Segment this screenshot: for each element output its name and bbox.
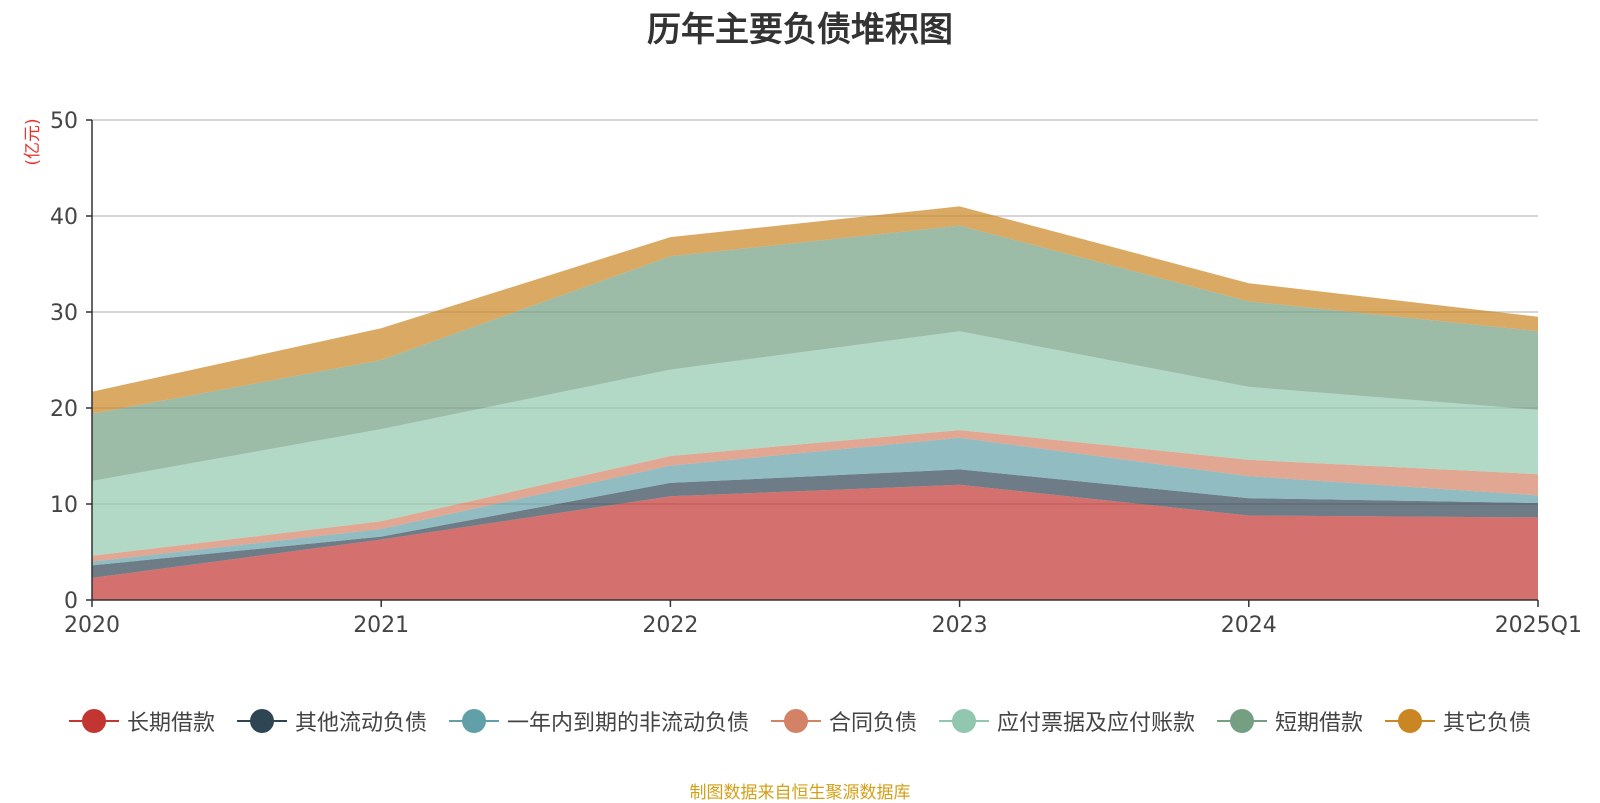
area-series-5 [92,225,1538,481]
y-tick-label: 30 [50,301,78,326]
x-tick-label: 2021 [353,613,409,638]
area-series-1 [92,469,1538,578]
area-series-2 [92,437,1538,566]
y-tick-label: 10 [50,493,78,518]
legend-item-6[interactable]: 其它负债 [1385,705,1531,737]
legend: 长期借款 其他流动负债 一年内到期的非流动负债 合同负债 应付票据及应付账款 短期借款 其它… [0,704,1600,738]
legend-item-5[interactable]: 短期借款 [1217,705,1363,737]
series-areas [92,206,1538,600]
legend-marker-icon [1217,708,1268,734]
legend-label: 长期借款 [126,711,215,736]
x-tick-label: 2025Q1 [1495,613,1582,638]
chart-plot: 0 10 20 30 40 50 2020 2021 2022 2023 2024 2025Q1 (亿… [23,109,1582,638]
legend-item-3[interactable]: 合同负债 [770,705,917,737]
legend-label: 应付票据及应付账款 [997,711,1196,736]
chart-title: 历年主要负债堆积图 [647,10,953,50]
legend-item-0[interactable]: 长期借款 [68,705,215,737]
legend-item-2[interactable]: 一年内到期的非流动负债 [448,705,749,737]
y-axis-unit-label: (亿元) [23,118,43,165]
x-tick-label: 2024 [1221,613,1277,638]
legend-label: 合同负债 [828,711,917,736]
y-tick-label: 40 [50,205,78,230]
y-tick-label: 0 [64,589,78,614]
legend-item-1[interactable]: 其他流动负债 [236,705,427,737]
legend-item-4[interactable]: 应付票据及应付账款 [939,705,1195,737]
x-tick-label: 2022 [642,613,698,638]
legend-marker-icon [236,708,287,734]
legend-marker-icon [939,708,989,734]
y-tick-label: 50 [50,109,78,134]
source-note: 制图数据来自恒生聚源数据库 [689,783,911,803]
area-series-0 [92,484,1538,600]
x-tick-label: 2020 [64,613,120,638]
axes: 0 10 20 30 40 50 2020 2021 2022 2023 2024 2025Q1 [50,109,1582,638]
legend-marker-icon [1385,708,1436,734]
legend-label: 其他流动负债 [294,711,427,736]
legend-label: 短期借款 [1275,711,1364,736]
legend-label: 其它负债 [1443,711,1532,736]
legend-marker-icon [68,708,119,734]
legend-marker-icon [770,708,821,734]
legend-marker-icon [448,708,499,734]
area-series-4 [92,331,1538,556]
x-tick-label: 2023 [932,613,988,638]
legend-label: 一年内到期的非流动负债 [506,711,749,736]
y-tick-label: 20 [50,397,78,422]
area-series-3 [92,430,1538,562]
